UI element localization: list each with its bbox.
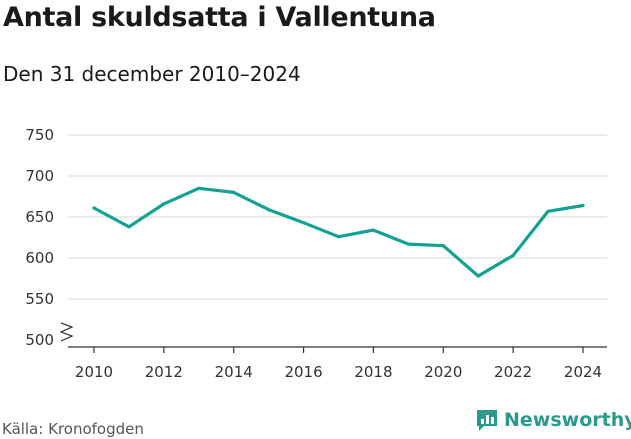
x-tick-label: 2022 [494, 363, 532, 381]
brand-logo: Newsworthy [475, 408, 631, 432]
y-axis-break-icon [59, 322, 74, 342]
data-point [162, 202, 166, 206]
source-note: Källa: Kronofogden [2, 420, 144, 438]
chart-subtitle: Den 31 december 2010–2024 [3, 62, 301, 86]
newsworthy-logo-icon [477, 410, 497, 431]
series-line [92, 186, 585, 278]
data-point [92, 206, 96, 210]
data-point [371, 228, 376, 232]
x-tick-label: 2018 [354, 363, 392, 381]
x-tick-label: 2014 [215, 363, 253, 381]
chart-title: Antal skuldsatta i Vallentuna [3, 2, 436, 33]
y-tick-label: 500 [25, 331, 54, 349]
x-tick-label: 2020 [424, 363, 462, 381]
brand-name: Newsworthy [504, 409, 631, 431]
data-point [267, 208, 271, 212]
y-tick-label: 750 [25, 126, 54, 144]
line-chart: 750 700 650 600 550 500 2010 2012 2014 2016 2018 20… [25, 126, 607, 381]
data-point [232, 190, 236, 194]
data-point [476, 274, 480, 278]
y-tick-label: 550 [25, 290, 54, 308]
data-point [301, 221, 306, 225]
data-point [441, 244, 445, 248]
data-point [511, 253, 515, 258]
x-tick-label: 2010 [75, 363, 113, 381]
y-tick-label: 650 [25, 208, 54, 226]
data-point [581, 203, 585, 208]
data-point [546, 209, 550, 213]
data-point [197, 186, 201, 190]
data-point [406, 242, 410, 246]
data-point [336, 235, 341, 239]
y-tick-label: 700 [25, 167, 54, 185]
x-tick-label: 2012 [145, 363, 183, 381]
x-tick-label: 2016 [284, 363, 322, 381]
data-point [127, 225, 131, 229]
y-tick-label: 600 [25, 249, 54, 267]
x-tick-label: 2024 [564, 363, 602, 381]
